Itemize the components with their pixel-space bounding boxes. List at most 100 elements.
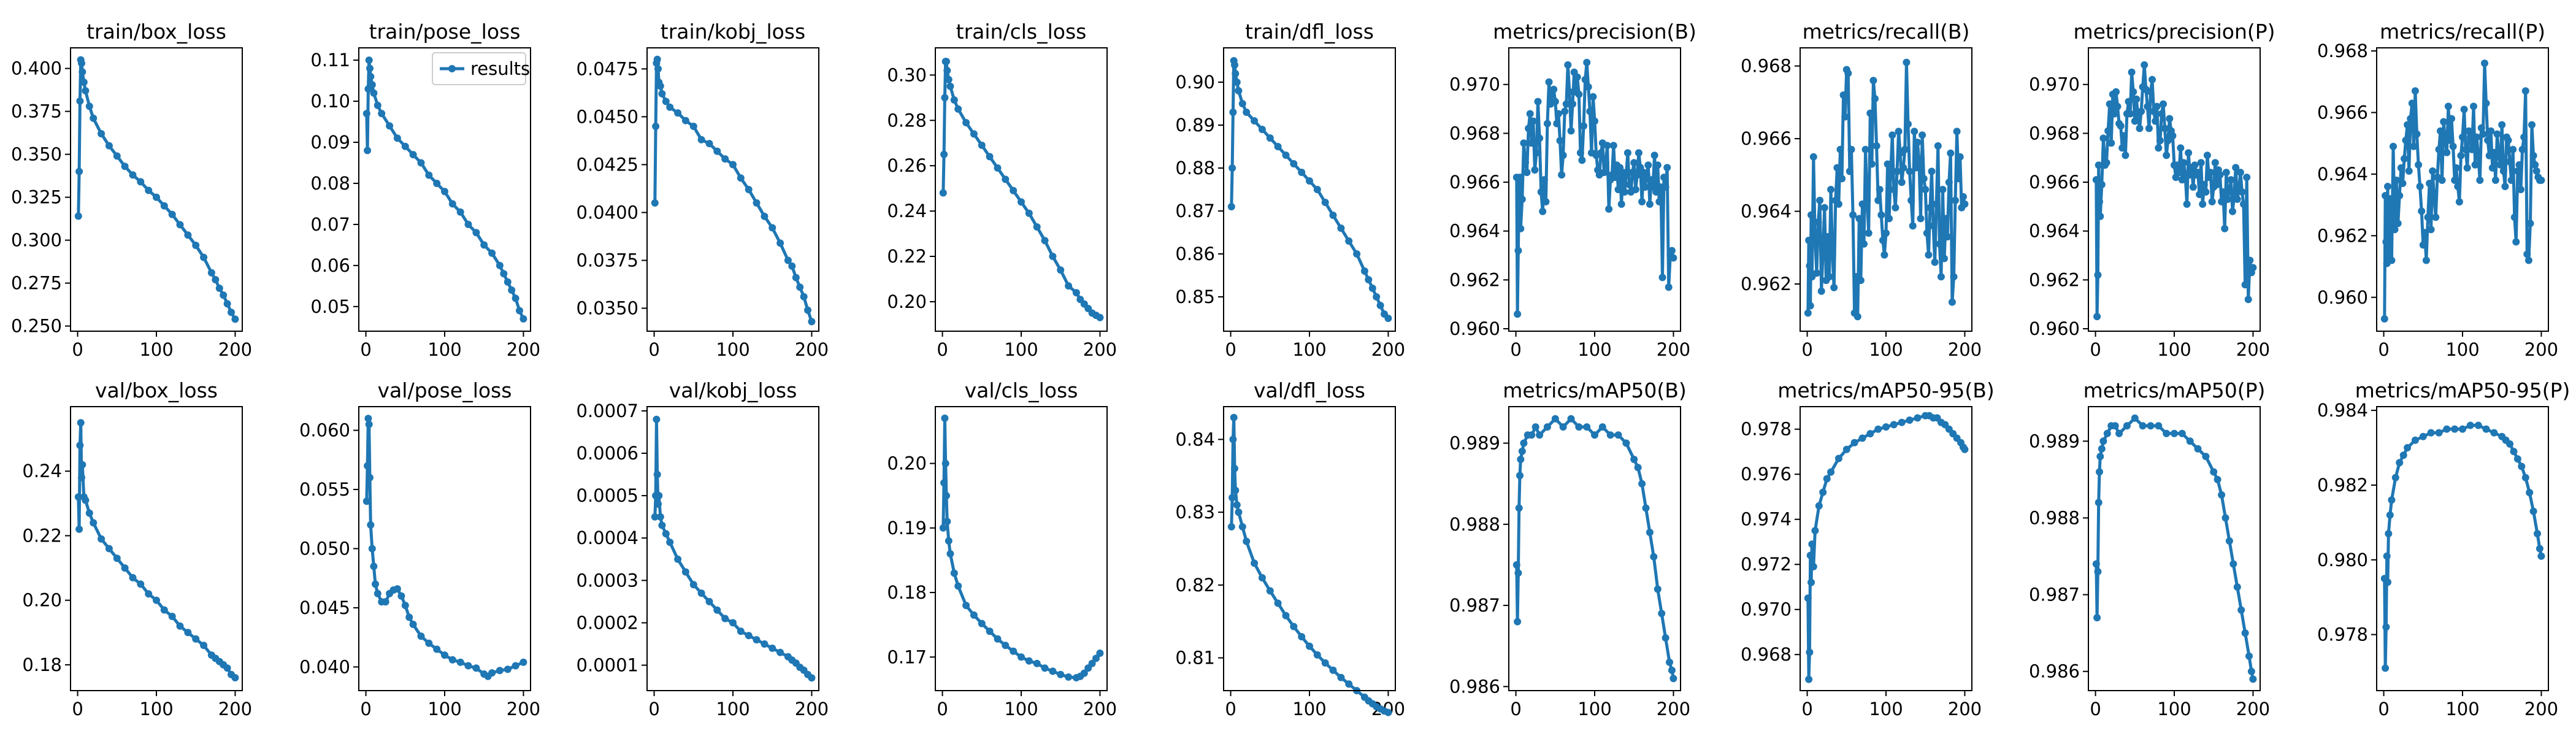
metrics-map50-p-data-point bbox=[2096, 468, 2103, 476]
val-cls-loss-data-point bbox=[1025, 657, 1033, 665]
metrics-map50-95-p-data-point bbox=[2474, 421, 2482, 429]
metrics-recall-b-data-point bbox=[1912, 164, 1920, 172]
train-dfl-loss-data-point bbox=[1233, 79, 1241, 86]
metrics-recall-p-data-point bbox=[2476, 176, 2484, 184]
metrics-map50-95-p-data-point bbox=[2521, 473, 2529, 481]
metrics-map50-95-b-data-point bbox=[1806, 551, 1814, 559]
metrics-recall-p-data-point bbox=[2488, 164, 2496, 172]
val-pose-loss-xtick-label: 0 bbox=[360, 699, 371, 719]
legend-box bbox=[432, 52, 526, 85]
metrics-recall-p-data-point bbox=[2526, 220, 2534, 228]
metrics-precision-p-data-point bbox=[2229, 207, 2236, 215]
metrics-recall-p-data-point bbox=[2448, 115, 2455, 123]
metrics-map50-95-b-xtick-label: 100 bbox=[1869, 699, 1903, 719]
metrics-precision-p-data-point bbox=[2144, 102, 2152, 110]
metrics-map50-b-title: metrics/mAP50(B) bbox=[1503, 378, 1687, 402]
metrics-recall-b-data-point bbox=[1882, 229, 1890, 237]
metrics-recall-b-data-point bbox=[1880, 251, 1888, 259]
metrics-precision-b-data-point bbox=[1569, 100, 1576, 108]
train-kobj-loss-data-point bbox=[651, 199, 659, 207]
val-box-loss-data-point bbox=[168, 613, 176, 620]
val-pose-loss-data-point bbox=[397, 592, 405, 600]
metrics-recall-b-ytick-label: 0.964 bbox=[1741, 201, 1792, 222]
metrics-map50-95-b-axes-frame bbox=[1800, 406, 1972, 691]
metrics-map50-b-data-point bbox=[1514, 569, 1522, 577]
metrics-recall-b-data-point bbox=[1820, 204, 1828, 212]
metrics-precision-b-data-point bbox=[1603, 142, 1611, 150]
metrics-map50-95-b-data-point bbox=[1805, 675, 1813, 683]
metrics-precision-b-ytick-label: 0.968 bbox=[1449, 123, 1500, 144]
metrics-precision-b-data-point bbox=[1531, 166, 1539, 174]
metrics-map50-95-b-data-point bbox=[1890, 421, 1898, 429]
train-pose-loss-data-point bbox=[409, 151, 417, 159]
metrics-recall-p-data-point bbox=[2384, 183, 2391, 190]
val-box-loss-ytick-label: 0.24 bbox=[22, 461, 62, 481]
metrics-recall-p-data-point bbox=[2518, 145, 2526, 153]
metrics-precision-p-data-point bbox=[2104, 127, 2112, 135]
train-pose-loss-data-point bbox=[364, 147, 372, 155]
metrics-precision-b-data-point bbox=[1528, 139, 1536, 147]
metrics-recall-b-data-point bbox=[1941, 255, 1948, 263]
train-box-loss-data-point bbox=[137, 178, 145, 186]
val-cls-loss-data-point bbox=[1049, 667, 1057, 675]
metrics-precision-b-data-point bbox=[1522, 159, 1529, 167]
val-cls-loss-data-point bbox=[1065, 673, 1073, 681]
metrics-map50-95-p-ytick-label: 0.978 bbox=[2317, 624, 2368, 645]
val-kobj-loss-data-point bbox=[681, 568, 689, 576]
metrics-precision-b-axes-frame bbox=[1508, 47, 1681, 332]
metrics-map50-p-data-point bbox=[2178, 429, 2186, 437]
metrics-map50-b-data-point bbox=[1634, 464, 1642, 472]
val-dfl-loss-ytick-label: 0.82 bbox=[1175, 575, 1215, 596]
metrics-recall-p-data-point bbox=[2413, 130, 2421, 138]
train-dfl-loss-xtick-label: 200 bbox=[1371, 339, 1405, 360]
metrics-precision-b-data-point bbox=[1578, 156, 1586, 164]
metrics-map50-95-b-data-point bbox=[1914, 414, 1922, 422]
val-cls-loss-data-point bbox=[943, 518, 951, 526]
val-cls-loss-data-point bbox=[970, 611, 978, 619]
metrics-recall-p-data-point bbox=[2405, 167, 2413, 175]
metrics-recall-b-data-point bbox=[1866, 109, 1874, 117]
val-box-loss-data-point bbox=[85, 509, 93, 517]
train-box-loss-data-point bbox=[223, 300, 231, 308]
metrics-precision-p-title: metrics/precision(P) bbox=[2073, 20, 2275, 44]
metrics-map50-95-p-data-point bbox=[2536, 545, 2543, 553]
metrics-map50-95-p-data-point bbox=[2396, 459, 2404, 467]
val-cls-loss-data-point bbox=[1088, 659, 1096, 667]
metrics-recall-b-data-point bbox=[1899, 164, 1907, 172]
metrics-recall-b-data-point bbox=[1807, 211, 1815, 219]
metrics-map50-b-data-point bbox=[1515, 504, 1523, 512]
metrics-precision-p-data-point bbox=[2233, 195, 2241, 203]
metrics-recall-p-data-point bbox=[2416, 183, 2424, 190]
metrics-precision-b-data-point bbox=[1562, 100, 1570, 108]
metrics-recall-p-data-point bbox=[2507, 176, 2515, 184]
metrics-precision-b-data-point bbox=[1650, 151, 1658, 159]
metrics-precision-p-data-point bbox=[2243, 174, 2251, 182]
metrics-recall-b-data-point bbox=[1942, 215, 1950, 223]
metrics-map50-95-p-data-point bbox=[2490, 429, 2498, 437]
train-kobj-loss-data-point bbox=[652, 123, 660, 130]
metrics-map50-95-p-data-point bbox=[2388, 496, 2396, 504]
train-box-loss-data-point bbox=[231, 315, 239, 323]
metrics-recall-b-data-point bbox=[1874, 196, 1882, 204]
metrics-recall-p-data-point bbox=[2498, 121, 2506, 129]
metrics-map50-95-b-ytick-label: 0.976 bbox=[1741, 464, 1792, 485]
train-dfl-loss-data-point bbox=[1251, 117, 1259, 125]
val-dfl-loss-ytick-label: 0.81 bbox=[1175, 648, 1215, 669]
metrics-precision-p-data-point bbox=[2136, 125, 2144, 132]
val-kobj-loss-ytick-label: 0.0005 bbox=[577, 485, 638, 506]
train-box-loss-data-point bbox=[160, 202, 168, 210]
metrics-map50-95-b-ytick-label: 0.978 bbox=[1741, 419, 1792, 440]
metrics-recall-b-axes-frame bbox=[1800, 47, 1972, 332]
metrics-recall-p-data-point bbox=[2531, 161, 2539, 169]
val-box-loss-data-point bbox=[223, 664, 231, 672]
metrics-recall-b-data-point bbox=[1873, 142, 1880, 150]
metrics-precision-p-data-point bbox=[2092, 176, 2100, 184]
metrics-precision-b-ytick-label: 0.970 bbox=[1449, 74, 1500, 95]
val-box-loss-data-point bbox=[121, 564, 129, 572]
val-kobj-loss-xtick-label: 200 bbox=[795, 699, 829, 719]
train-box-loss-data-point bbox=[76, 97, 84, 105]
metrics-recall-b-data-point bbox=[1816, 196, 1824, 204]
train-cls-loss-ytick-label: 0.24 bbox=[887, 201, 927, 221]
train-box-loss-ytick-label: 0.350 bbox=[11, 144, 62, 165]
metrics-precision-p-data-point bbox=[2207, 169, 2215, 177]
